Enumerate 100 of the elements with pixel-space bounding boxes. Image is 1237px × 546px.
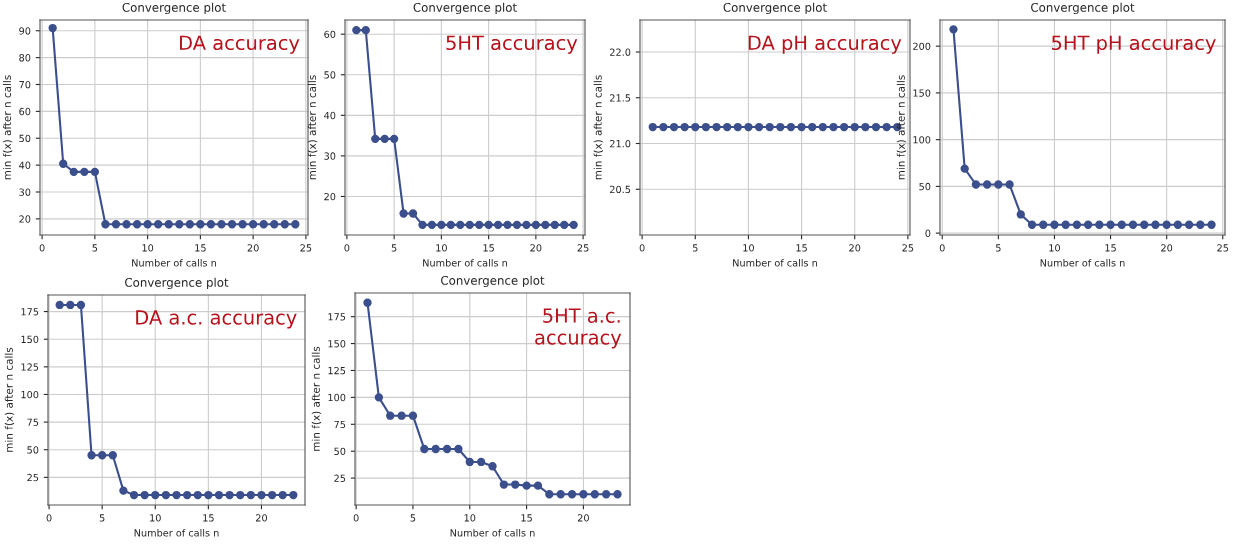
y-tick-label: 21.5 — [610, 94, 631, 102]
point — [214, 490, 224, 500]
point — [1151, 220, 1160, 229]
x-tick-label: 25 — [577, 244, 589, 252]
x-tick-label: 20 — [577, 514, 589, 522]
point — [1016, 210, 1025, 219]
y-tick-label: 175 — [21, 308, 39, 316]
point — [267, 490, 277, 500]
x-tick-label: 25 — [300, 244, 312, 252]
point — [613, 490, 622, 499]
point — [971, 180, 981, 189]
x-tick-label: 5 — [692, 244, 698, 252]
x-tick-label: 0 — [939, 244, 945, 252]
x-tick-label: 15 — [521, 514, 532, 522]
y-tick-label: 200 — [913, 42, 931, 51]
x-tick-label: 25 — [902, 244, 914, 252]
point — [560, 220, 569, 230]
point — [48, 23, 57, 33]
point — [204, 490, 213, 500]
point — [182, 490, 192, 500]
point — [499, 480, 509, 489]
point — [206, 220, 216, 229]
point — [397, 411, 406, 420]
y-tick-label: 90 — [19, 27, 31, 35]
point — [257, 490, 266, 500]
y-tick-label: 100 — [328, 393, 346, 402]
point — [122, 220, 131, 229]
y-tick-label: 40 — [324, 111, 336, 120]
x-tick-label: 15 — [1105, 244, 1116, 252]
point — [484, 220, 493, 230]
point — [259, 220, 268, 229]
annotation: DA accuracy — [180, 35, 300, 54]
point — [185, 220, 194, 229]
point — [522, 220, 531, 230]
chart-title: Convergence plot — [441, 275, 545, 288]
y-tick-label: 21.0 — [610, 139, 631, 148]
point — [475, 220, 484, 230]
x-tick-label: 20 — [530, 244, 542, 252]
point — [66, 300, 75, 310]
point — [545, 490, 554, 499]
x-tick-label: 5 — [99, 514, 105, 522]
point — [465, 457, 474, 467]
x-tick-label: 0 — [353, 514, 359, 522]
point — [278, 490, 287, 500]
point — [533, 481, 543, 490]
point — [1173, 220, 1183, 229]
y-tick-label: 20.5 — [610, 185, 631, 194]
point — [511, 480, 520, 489]
y-tick-label: 75 — [27, 418, 39, 426]
point — [1072, 220, 1082, 229]
point — [418, 220, 427, 230]
y-tick-label: 60 — [324, 30, 336, 39]
point — [522, 481, 531, 490]
point — [1083, 220, 1093, 229]
point — [1061, 220, 1070, 229]
x-axis-title: Number of calls n — [423, 258, 507, 267]
point — [119, 486, 128, 495]
point — [550, 220, 559, 230]
annotation: DA pH accuracy — [748, 35, 902, 54]
y-tick-label: 20 — [324, 192, 336, 201]
point — [1162, 220, 1171, 229]
point — [1207, 220, 1216, 229]
x-tick-label: 10 — [142, 244, 154, 252]
point — [512, 220, 522, 230]
y-tick-label: 60 — [19, 107, 31, 116]
y-tick-label: 175 — [328, 313, 346, 321]
point — [454, 444, 463, 454]
x-axis-title: Number of calls n — [1040, 258, 1125, 267]
y-tick-label: 30 — [19, 188, 31, 196]
point — [541, 220, 550, 230]
point — [556, 490, 565, 499]
x-tick-label: 20 — [1161, 244, 1173, 252]
y-tick-label: 50 — [334, 447, 346, 456]
point — [227, 220, 237, 229]
y-tick-label: 50 — [919, 182, 931, 191]
point — [238, 220, 247, 229]
point — [1039, 220, 1048, 229]
point — [380, 134, 389, 144]
point — [503, 220, 512, 230]
y-tick-label: 150 — [913, 89, 931, 97]
point — [437, 220, 446, 230]
x-tick-label: 10 — [436, 244, 447, 252]
y-tick-label: 0 — [925, 229, 931, 237]
x-axis-title: Number of calls n — [450, 528, 535, 537]
point — [1050, 220, 1059, 229]
point — [399, 209, 408, 218]
x-axis-title: Number of calls n — [733, 258, 817, 267]
x-tick-label: 20 — [255, 514, 267, 522]
point — [363, 298, 372, 307]
point — [154, 220, 163, 229]
x-tick-label: 15 — [796, 244, 807, 252]
point — [101, 220, 110, 229]
point — [1005, 180, 1014, 189]
x-tick-label: 15 — [203, 514, 214, 522]
y-tick-label: 125 — [21, 363, 39, 371]
point — [1106, 220, 1115, 229]
x-tick-label: 5 — [92, 244, 98, 252]
x-tick-label: 15 — [195, 244, 206, 252]
chart-title: Convergence plot — [122, 2, 226, 15]
x-tick-label: 0 — [39, 244, 45, 252]
